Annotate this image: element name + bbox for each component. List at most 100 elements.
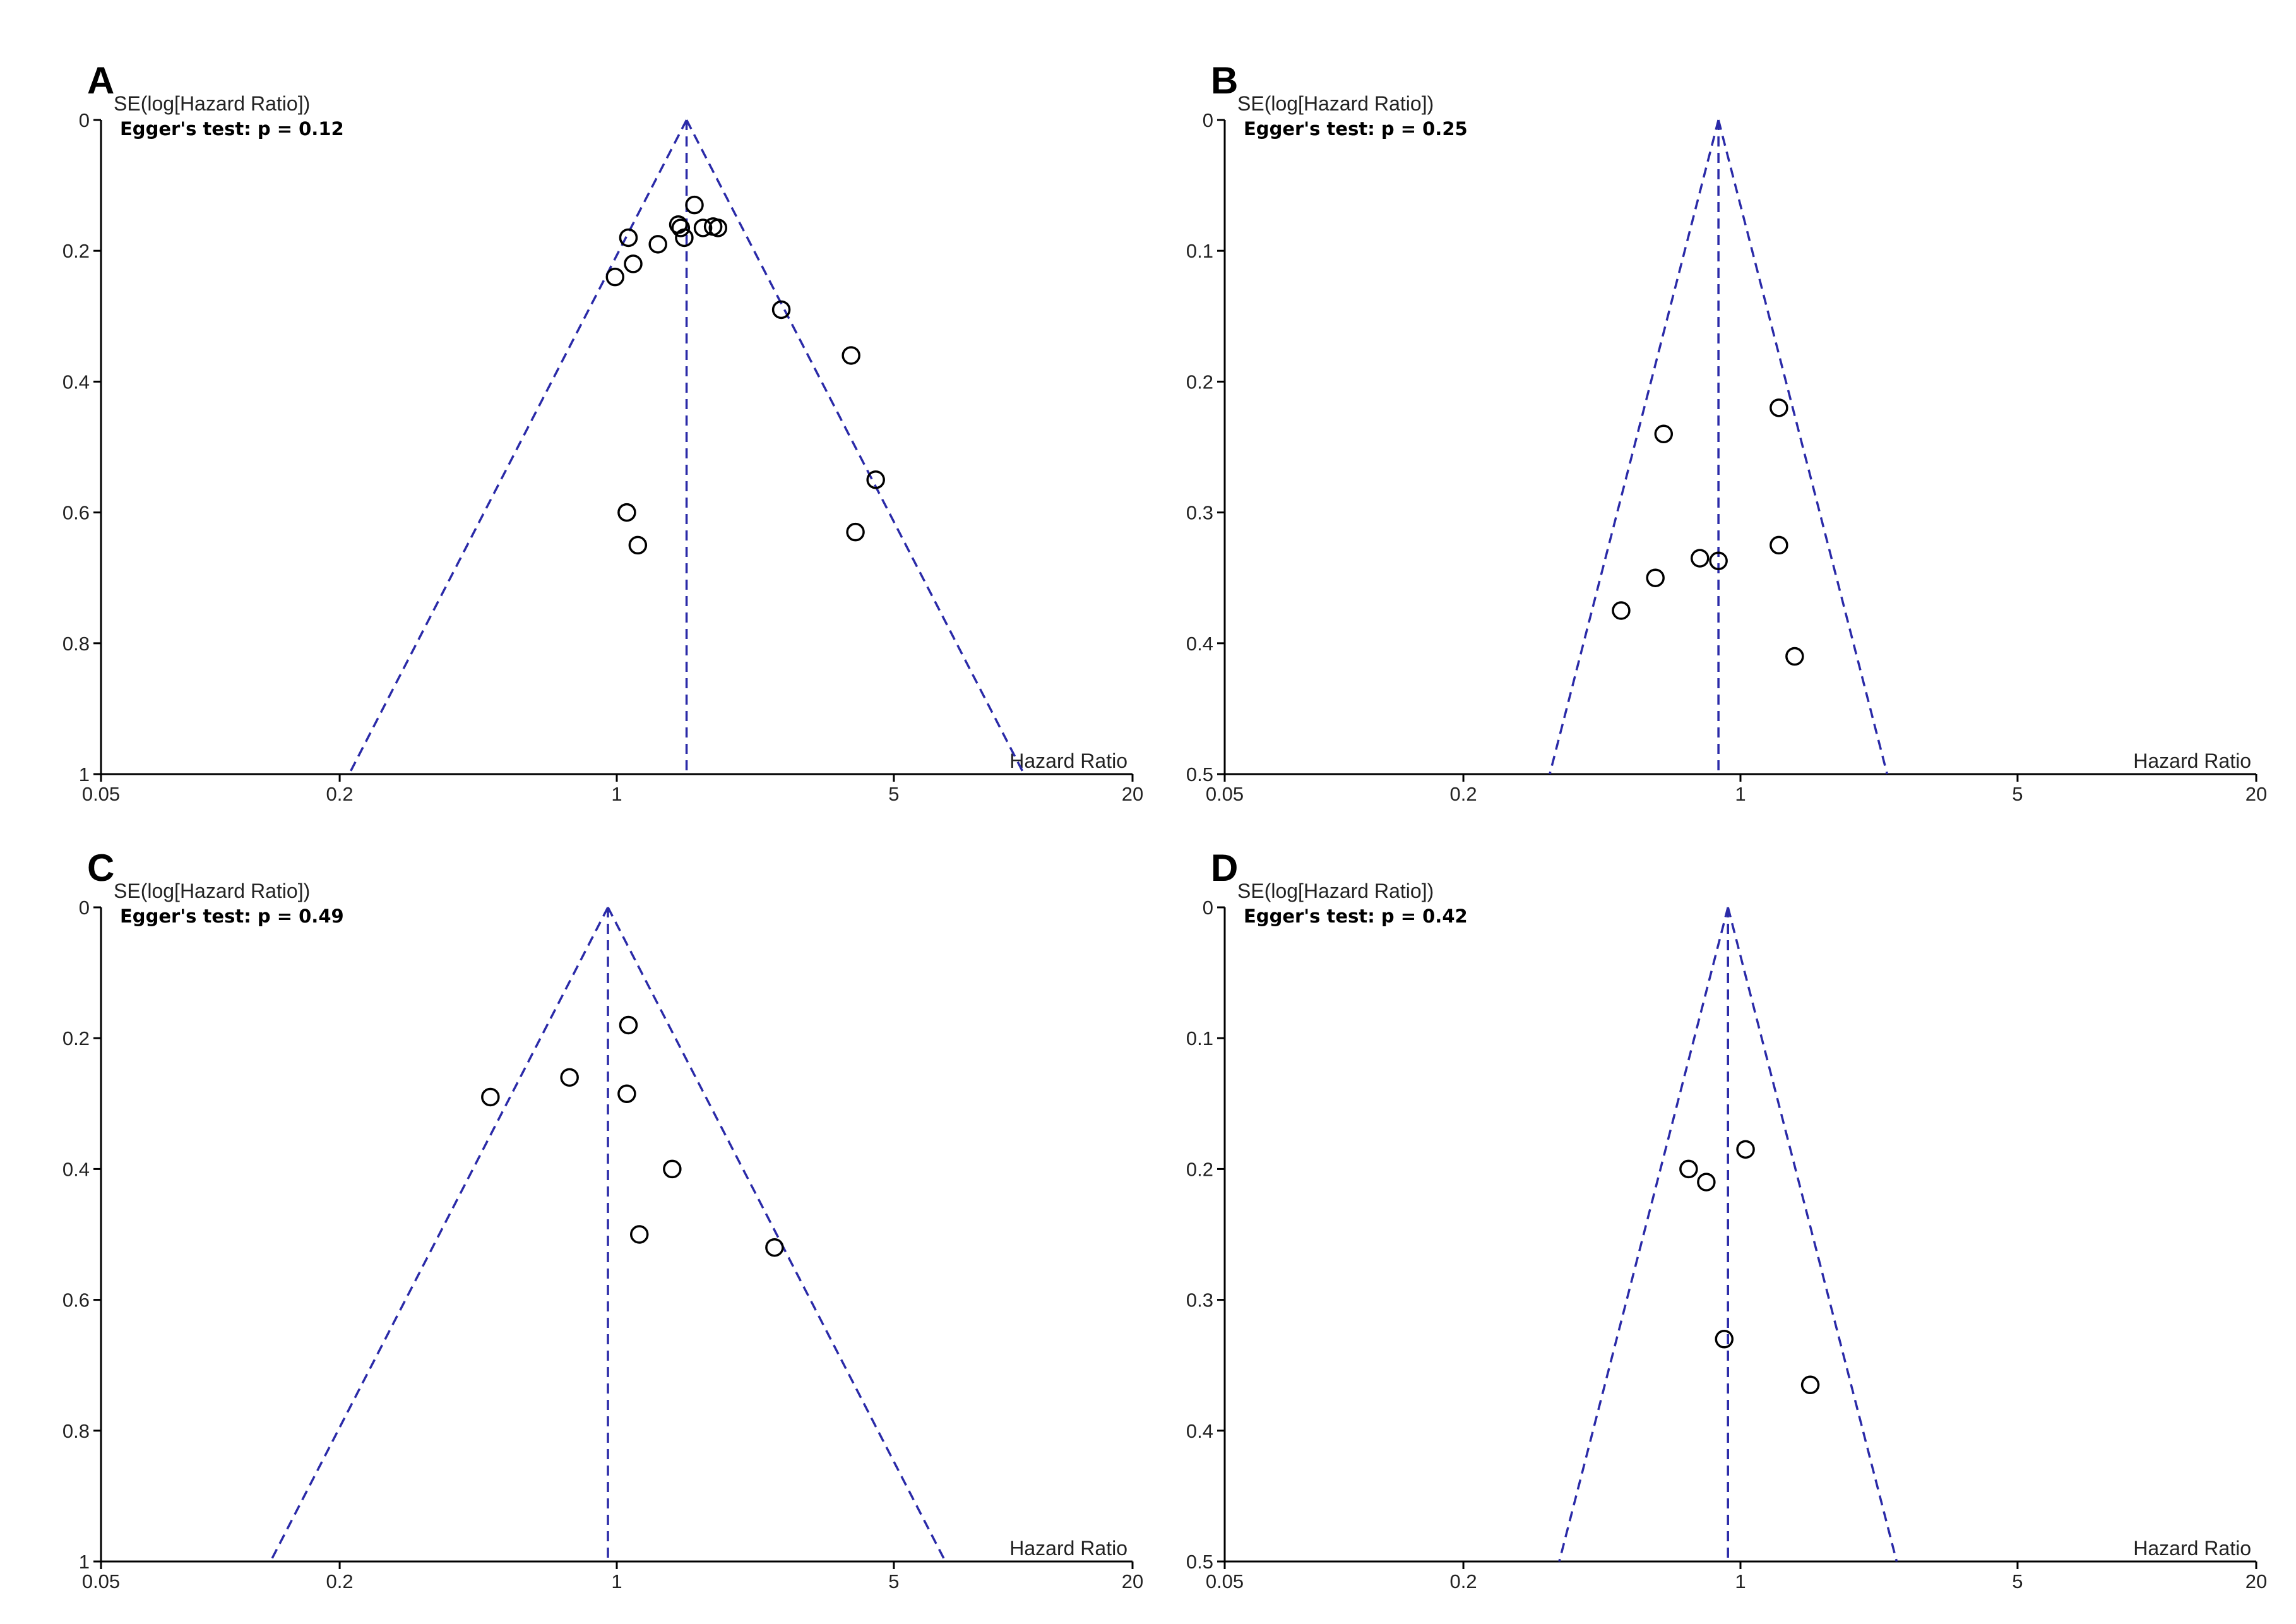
x-tick-label: 1 (611, 1570, 622, 1592)
study-point (560, 1068, 579, 1087)
egger-test-annotation: Egger's test: p = 0.42 (1244, 905, 1468, 927)
x-tick-label: 0.2 (326, 783, 354, 805)
y-tick-label: 0.4 (1186, 1420, 1213, 1442)
y-tick-label: 0.2 (1186, 371, 1213, 393)
y-tick-label: 1 (79, 763, 90, 785)
x-tick-label: 5 (2012, 783, 2023, 805)
study-point (617, 1084, 636, 1104)
study-point (866, 470, 885, 489)
funnel-right-boundary (1727, 907, 1898, 1562)
x-tick-label: 5 (2012, 1570, 2023, 1592)
funnel-left-boundary (348, 119, 688, 775)
study-point (1709, 551, 1728, 571)
study-point (765, 1238, 784, 1257)
y-axis-label: SE(log[Hazard Ratio]) (1237, 92, 1434, 115)
y-tick-label: 0 (1203, 109, 1213, 131)
study-point (481, 1087, 500, 1107)
x-tick-label: 5 (888, 1570, 899, 1592)
study-point (1646, 568, 1665, 587)
panel-b: BSE(log[Hazard Ratio]) Egger's test: p = … (1186, 59, 2267, 805)
panel-letter: A (87, 59, 114, 102)
x-tick-label: 0.05 (1206, 783, 1244, 805)
funnel-right-boundary (1717, 119, 1889, 775)
egger-test-annotation: Egger's test: p = 0.25 (1244, 118, 1468, 140)
y-axis-label: SE(log[Hazard Ratio]) (114, 92, 310, 115)
panel-a: ASE(log[Hazard Ratio]) Egger's test: p = … (62, 59, 1143, 805)
x-tick-label: 20 (1122, 1570, 1143, 1592)
panel-letter: B (1211, 59, 1238, 102)
study-point (846, 522, 865, 542)
study-point (693, 218, 713, 237)
egger-test-annotation: Egger's test: p = 0.49 (120, 905, 344, 927)
study-point (1690, 549, 1710, 568)
x-tick-label: 0.2 (1450, 783, 1477, 805)
study-point (1770, 398, 1788, 417)
x-tick-label: 1 (611, 783, 622, 805)
y-tick-label: 0.5 (1186, 763, 1213, 785)
y-tick-label: 0.4 (62, 371, 90, 393)
funnel-left-boundary (1549, 119, 1720, 775)
study-point (648, 235, 667, 254)
x-tick-label: 20 (2245, 1570, 2267, 1592)
y-tick-label: 0.8 (62, 1420, 90, 1442)
study-point (1800, 1375, 1820, 1395)
x-tick-label: 0.05 (82, 783, 120, 805)
x-tick-label: 0.05 (82, 1570, 120, 1592)
y-tick-label: 0.6 (62, 1289, 90, 1311)
x-tick-label: 1 (1735, 1570, 1746, 1592)
funnel-right-boundary (686, 119, 1025, 775)
study-point (663, 1159, 682, 1179)
y-tick-label: 0.1 (1186, 1027, 1213, 1049)
study-point (629, 1225, 649, 1244)
study-point (1679, 1159, 1698, 1179)
panel-d: DSE(log[Hazard Ratio]) Egger's test: p = … (1186, 847, 2267, 1592)
y-tick-label: 0.5 (1186, 1551, 1213, 1573)
y-tick-label: 0.2 (62, 1027, 90, 1049)
egger-test-annotation: Egger's test: p = 0.12 (120, 118, 344, 140)
y-tick-label: 0.3 (1186, 1289, 1213, 1311)
y-tick-label: 0.6 (62, 502, 90, 524)
x-tick-label: 1 (1735, 783, 1746, 805)
funnel-right-boundary (607, 907, 947, 1562)
funnel-left-boundary (1558, 907, 1729, 1562)
study-point (671, 218, 691, 237)
x-tick-label: 20 (2245, 783, 2267, 805)
y-tick-label: 0 (79, 109, 90, 131)
y-tick-label: 0 (79, 897, 90, 919)
y-tick-label: 0.4 (62, 1158, 90, 1180)
panel-letter: C (87, 847, 114, 889)
panel-c: CSE(log[Hazard Ratio]) Egger's test: p = … (62, 847, 1143, 1592)
x-tick-label: 5 (888, 783, 899, 805)
study-point (675, 228, 694, 248)
x-tick-label: 0.2 (1450, 1570, 1477, 1592)
x-tick-label: 0.05 (1206, 1570, 1244, 1592)
y-tick-label: 0.1 (1186, 240, 1213, 262)
x-axis-label: Hazard Ratio (1009, 749, 1127, 772)
study-point (1654, 424, 1674, 444)
y-axis-label: SE(log[Hazard Ratio]) (114, 880, 310, 902)
y-tick-label: 0.2 (1186, 1158, 1213, 1180)
study-point (619, 1015, 638, 1035)
x-axis-label: Hazard Ratio (1009, 1537, 1127, 1560)
study-point (605, 267, 625, 287)
y-tick-label: 0.3 (1186, 502, 1213, 524)
study-point (1715, 1330, 1734, 1349)
x-axis-label: Hazard Ratio (2133, 1537, 2251, 1560)
y-tick-label: 1 (79, 1551, 90, 1573)
study-point (1697, 1173, 1716, 1191)
study-point (708, 218, 728, 237)
funnel-left-boundary (269, 907, 609, 1562)
x-tick-label: 20 (1122, 783, 1143, 805)
study-point (1736, 1140, 1755, 1159)
x-tick-label: 0.2 (326, 1570, 354, 1592)
y-tick-label: 0.8 (62, 633, 90, 655)
study-point (685, 195, 704, 215)
y-tick-label: 0.4 (1186, 633, 1213, 655)
study-point (842, 346, 860, 365)
study-point (619, 228, 638, 248)
y-axis-label: SE(log[Hazard Ratio]) (1237, 880, 1434, 902)
panel-letter: D (1211, 847, 1238, 889)
study-point (1770, 535, 1788, 555)
y-tick-label: 0.2 (62, 240, 90, 262)
